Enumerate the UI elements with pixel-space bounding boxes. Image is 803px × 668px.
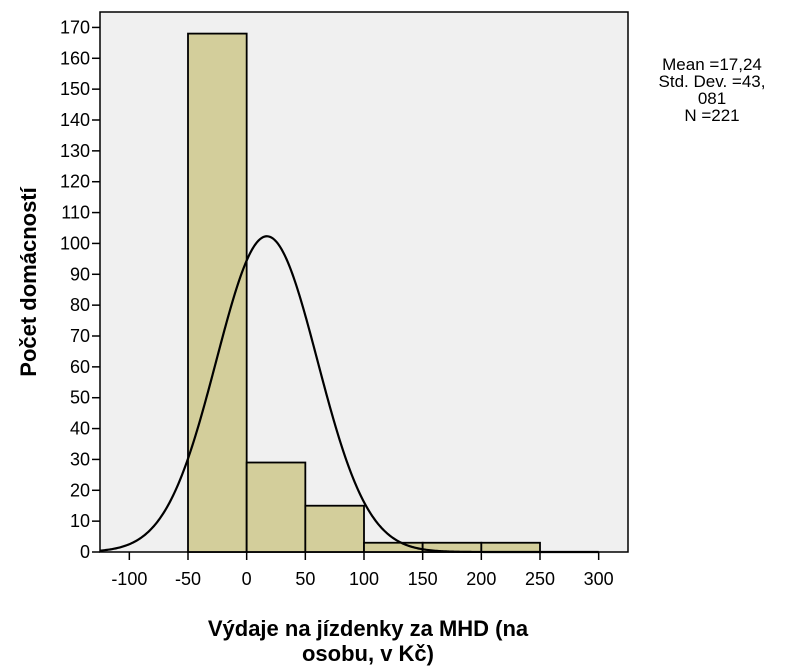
x-tick-label-50: 50 (295, 569, 315, 589)
y-tick-label-60: 60 (70, 357, 90, 377)
y-tick-label-160: 160 (60, 48, 90, 68)
x-tick-label-100: 100 (349, 569, 379, 589)
x-tick-label--100: -100 (111, 569, 147, 589)
y-tick-label-10: 10 (70, 511, 90, 531)
y-tick-label-40: 40 (70, 419, 90, 439)
y-tick-label-140: 140 (60, 110, 90, 130)
y-tick-label-70: 70 (70, 326, 90, 346)
x-tick-label--50: -50 (175, 569, 201, 589)
histogram-bars (187, 32, 541, 553)
histogram-bar-2 (304, 504, 365, 553)
y-tick-label-30: 30 (70, 449, 90, 469)
x-axis-title-line-2: osobu, v Kč) (302, 641, 434, 666)
y-tick-label-120: 120 (60, 172, 90, 192)
x-tick-label-250: 250 (525, 569, 555, 589)
statistics-box: Mean =17,24 Std. Dev. =43, 081 N =221 (648, 56, 776, 124)
y-axis: 0 10 20 30 40 50 60 70 80 90 100 110 120 130 140 150 160… (60, 17, 100, 562)
stats-std-dev-continued: 081 (697, 89, 727, 108)
x-tick-label-0: 0 (242, 569, 252, 589)
y-axis-title: Počet domácností (16, 186, 41, 376)
plot-area (99, 11, 629, 553)
y-tick-label-80: 80 (70, 295, 90, 315)
histogram-bar-0 (187, 32, 248, 553)
y-tick-label-50: 50 (70, 388, 90, 408)
x-axis: -100 -50 0 50 100 150 200 250 300 (111, 552, 614, 589)
x-tick-label-150: 150 (408, 569, 438, 589)
y-tick-label-20: 20 (70, 480, 90, 500)
y-tick-label-130: 130 (60, 141, 90, 161)
y-tick-label-0: 0 (80, 542, 90, 562)
x-axis-title-line-1: Výdaje na jízdenky za MHD (na (208, 616, 529, 641)
x-tick-label-200: 200 (466, 569, 496, 589)
y-tick-label-100: 100 (60, 233, 90, 253)
y-tick-label-90: 90 (70, 264, 90, 284)
normal-curve (99, 235, 599, 554)
y-tick-label-170: 170 (60, 17, 90, 37)
stats-mean: Mean =17,24 (662, 55, 762, 74)
histogram-bar-5 (480, 541, 541, 553)
histogram-bar-1 (245, 461, 307, 553)
x-tick-label-300: 300 (584, 569, 614, 589)
y-tick-label-110: 110 (61, 203, 90, 223)
y-tick-label-150: 150 (60, 79, 90, 99)
stats-n: N =221 (684, 106, 740, 125)
stats-std-dev: Std. Dev. =43, (658, 72, 766, 91)
